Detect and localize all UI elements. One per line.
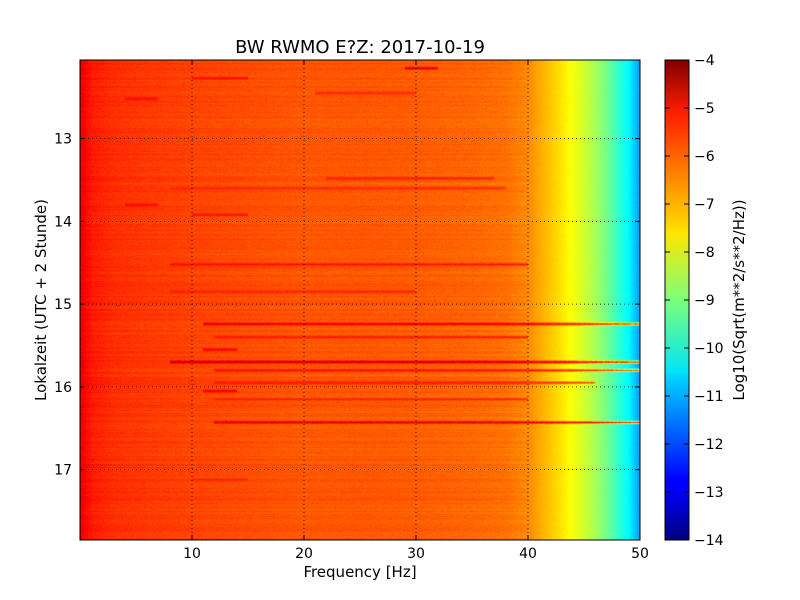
y-tick-label: 16 (54, 380, 72, 396)
plot-area: 10 20 30 40 50 13 14 15 16 17 (54, 59, 649, 562)
y-tick-label: 13 (54, 132, 72, 148)
x-tick-label: 50 (631, 546, 649, 562)
colorbar-tick-label: −10 (694, 341, 724, 357)
colorbar-tick-label: −6 (694, 149, 715, 165)
colorbar-tick-label: −13 (694, 485, 724, 501)
y-tick-label: 15 (54, 297, 72, 313)
y-axis-label: Lokalzeit (UTC + 2 Stunde) (32, 199, 50, 401)
x-tick-label: 30 (407, 546, 425, 562)
colorbar-tick-label: −8 (694, 245, 715, 261)
colorbar-tick-label: −12 (694, 437, 724, 453)
colorbar-tick-label: −11 (694, 389, 724, 405)
colorbar-ticks: −4 −5 −6 −7 −8 −9 −10 −11 −12 −13 −14 (665, 53, 724, 549)
colorbar-tick-label: −5 (694, 101, 715, 117)
x-tick-label: 20 (295, 546, 313, 562)
x-tick-label: 40 (519, 546, 537, 562)
spectrogram-heatmap (80, 60, 640, 540)
x-tick-label: 10 (183, 546, 201, 562)
x-axis-label: Frequency [Hz] (303, 563, 416, 581)
plot-frame (79, 59, 641, 541)
x-axis: 10 20 30 40 50 (183, 60, 649, 562)
y-tick-label: 14 (54, 214, 72, 230)
colorbar-label: Log10(Sqrt(m**2/s**2/Hz)) (730, 199, 748, 400)
chart-title: BW RWMO E?Z: 2017-10-19 (235, 37, 485, 58)
y-tick-label: 17 (54, 463, 72, 479)
y-axis: 13 14 15 16 17 (54, 132, 640, 479)
colorbar-tick-label: −7 (694, 197, 715, 213)
colorbar-tick-label: −4 (694, 53, 715, 69)
grid-lines (80, 60, 640, 540)
colorbar-tick-label: −14 (694, 533, 724, 549)
colorbar-tick-label: −9 (694, 293, 715, 309)
colorbar: −4 −5 −6 −7 −8 −9 −10 −11 −12 −13 −14 Log10(Sqrt(m… (664, 53, 748, 549)
